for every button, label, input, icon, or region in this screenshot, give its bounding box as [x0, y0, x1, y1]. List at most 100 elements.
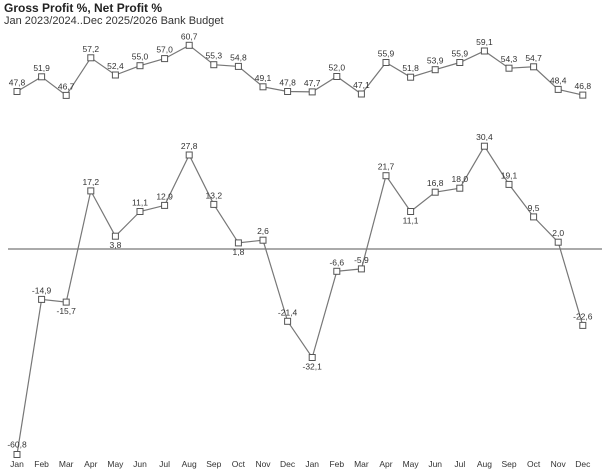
data-point: [530, 63, 538, 71]
x-tick-label: May: [403, 459, 420, 469]
x-tick-label: Jun: [428, 459, 442, 469]
data-point: [13, 451, 21, 458]
data-point: [480, 142, 488, 150]
data-point: [382, 172, 390, 180]
x-tick-label: Feb: [34, 459, 49, 469]
data-point: [308, 88, 316, 96]
x-tick-label: Sep: [206, 459, 221, 469]
data-label: 55,9: [378, 49, 395, 59]
data-label: 17,2: [83, 177, 100, 187]
data-point: [357, 265, 365, 273]
data-label: -60,8: [7, 440, 27, 450]
data-label: 47,1: [353, 80, 370, 90]
data-label: 51,9: [33, 63, 50, 73]
data-label: 48,4: [550, 75, 567, 85]
chart-title: Gross Profit %, Net Profit %: [4, 1, 163, 15]
data-point: [284, 88, 292, 95]
data-label: 11,1: [132, 198, 148, 208]
data-point: [13, 88, 21, 95]
chart-subtitle: Jan 2023/2024..Dec 2025/2026 Bank Budget: [4, 15, 224, 27]
data-label: 47,8: [279, 78, 296, 88]
data-point: [284, 317, 292, 325]
data-label: -21,4: [278, 307, 298, 317]
data-label: 3,8: [109, 240, 121, 250]
data-point: [161, 55, 169, 63]
x-tick-label: Jul: [454, 459, 465, 469]
data-point: [579, 91, 587, 99]
data-label: 57,2: [83, 44, 100, 54]
data-label: 52,0: [329, 63, 346, 73]
data-point: [136, 208, 144, 215]
data-label: 2,0: [552, 228, 564, 238]
data-label: 12,9: [156, 191, 173, 201]
x-tick-label: Mar: [354, 459, 369, 469]
data-point: [259, 236, 267, 244]
data-point: [234, 239, 242, 247]
data-label: -22,6: [573, 311, 593, 321]
x-tick-label: Feb: [329, 459, 344, 469]
data-label: 49,1: [255, 73, 272, 83]
data-label: 55,3: [206, 51, 223, 61]
x-tick-label: Jan: [10, 459, 24, 469]
data-label: 47,7: [304, 78, 321, 88]
x-tick-label: Dec: [280, 459, 296, 469]
data-label: 11,1: [403, 216, 419, 226]
data-point: [210, 200, 218, 208]
data-point: [456, 59, 464, 66]
data-point: [456, 184, 464, 192]
data-point: [554, 238, 562, 246]
data-label: 13,2: [206, 190, 223, 200]
x-tick-label: Apr: [379, 459, 392, 469]
data-label: -5,9: [354, 255, 369, 265]
data-label: 55,0: [132, 52, 149, 62]
x-tick-label: May: [107, 459, 124, 469]
data-label: 53,9: [427, 56, 444, 66]
data-label: 46,8: [575, 81, 592, 91]
data-point: [210, 61, 218, 69]
data-label: 9,5: [528, 203, 540, 213]
data-point: [505, 64, 513, 72]
data-point: [38, 295, 46, 303]
data-point: [579, 321, 587, 329]
data-point: [259, 83, 267, 91]
x-tick-label: Sep: [501, 459, 516, 469]
data-point: [38, 73, 46, 81]
x-tick-label: Aug: [477, 459, 492, 469]
data-label: 46,7: [58, 81, 75, 91]
data-label: -14,9: [32, 285, 52, 295]
data-point: [111, 232, 119, 240]
data-label: 55,9: [452, 49, 469, 59]
x-tick-label: Nov: [255, 459, 271, 469]
data-label: 1,8: [232, 247, 244, 257]
x-tick-label: Jun: [133, 459, 147, 469]
series-line-2: [16, 145, 584, 455]
x-tick-label: Nov: [551, 459, 567, 469]
data-point: [357, 90, 365, 98]
data-label: 30,4: [476, 132, 493, 142]
data-label: 54,8: [230, 52, 247, 62]
data-label: 51,8: [402, 63, 419, 73]
data-label: 21,7: [378, 162, 395, 172]
data-label: -15,7: [57, 306, 77, 316]
data-point: [136, 62, 144, 70]
x-tick-label: Dec: [575, 459, 591, 469]
x-tick-label: Oct: [232, 459, 246, 469]
data-point: [554, 85, 562, 93]
data-point: [407, 73, 415, 81]
x-tick-label: Mar: [59, 459, 74, 469]
data-label: 47,8: [9, 78, 26, 88]
data-point: [431, 66, 439, 74]
series-line-1: [16, 44, 583, 97]
data-label: -6,6: [329, 257, 344, 267]
data-label: 18,0: [452, 174, 469, 184]
x-tick-label: Aug: [182, 459, 197, 469]
data-point: [308, 354, 316, 361]
data-label: 52,4: [107, 61, 124, 71]
data-point: [111, 71, 119, 79]
data-point: [185, 41, 193, 49]
data-point: [480, 47, 488, 55]
data-point: [185, 151, 193, 159]
data-point: [333, 267, 341, 275]
x-tick-label: Apr: [84, 459, 97, 469]
